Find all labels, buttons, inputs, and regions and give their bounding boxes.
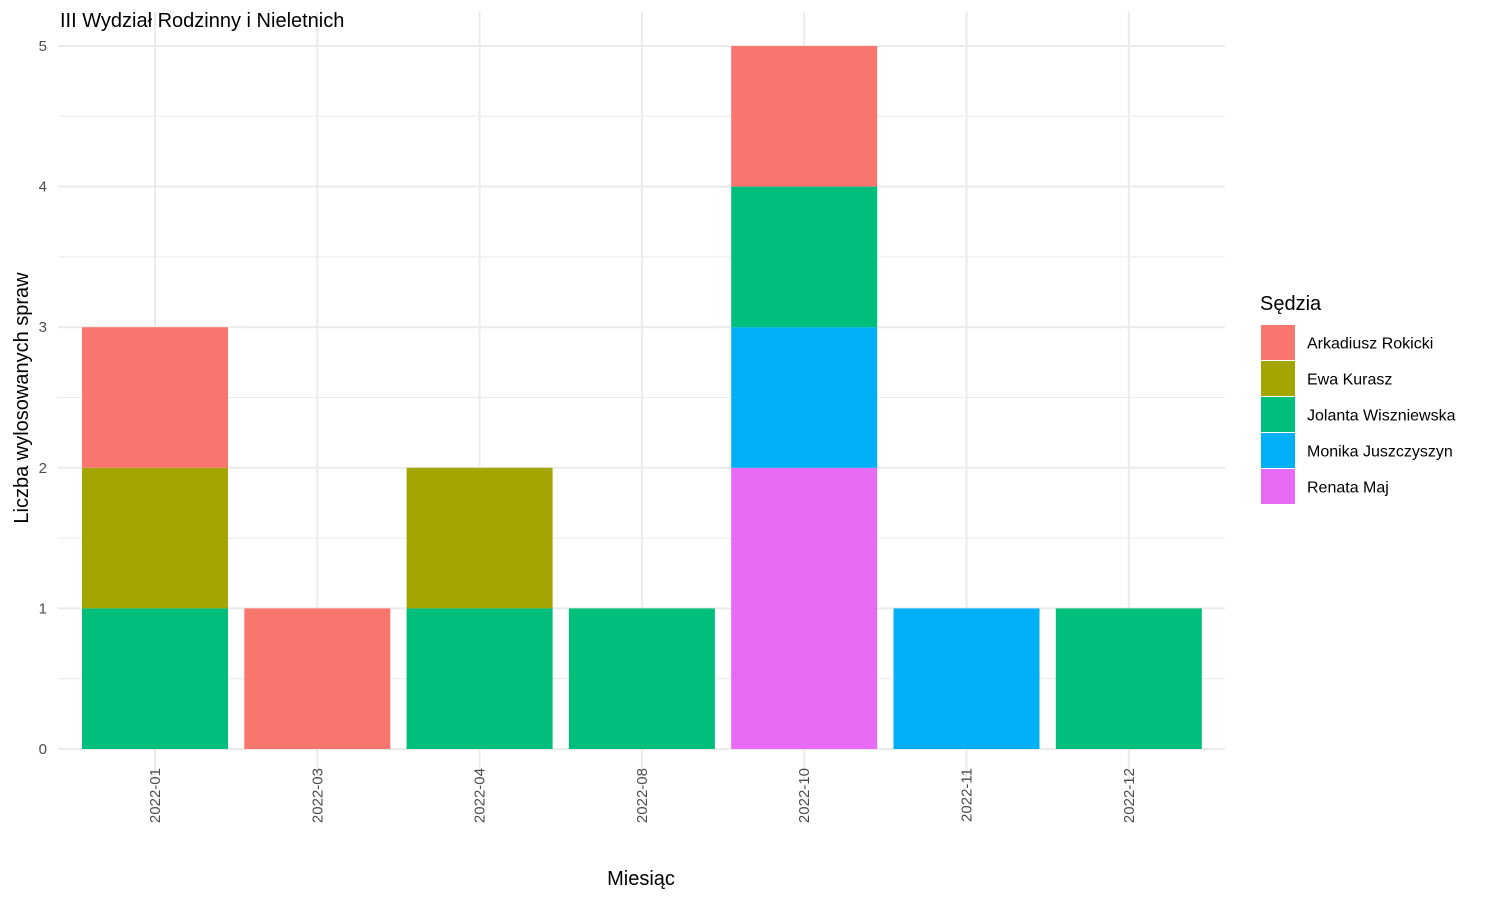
legend-label: Arkadiusz Rokicki <box>1307 336 1433 353</box>
y-tick-label: 4 <box>39 179 47 196</box>
x-tick-label: 2022-12 <box>1121 768 1138 823</box>
x-axis-title: Miesiąc <box>607 868 675 890</box>
legend-item: Ewa Kurasz <box>1261 361 1392 396</box>
x-tick-label: 2022-08 <box>634 768 651 823</box>
legend-label: Ewa Kurasz <box>1307 372 1392 389</box>
legend-label: Monika Juszczyszyn <box>1307 444 1453 461</box>
legend-label: Renata Maj <box>1307 480 1389 497</box>
y-tick-label: 5 <box>39 38 47 55</box>
bar-segment <box>82 327 228 468</box>
bar-segment <box>1055 608 1202 749</box>
bar-segment <box>893 608 1040 749</box>
bar-segment <box>731 327 878 468</box>
bar-segment <box>406 608 553 749</box>
bar-segment <box>731 186 878 328</box>
x-tick-label: 2022-11 <box>959 768 976 822</box>
legend-swatch <box>1261 397 1295 432</box>
bar-segment <box>82 467 228 609</box>
legend-item: Jolanta Wiszniewska <box>1261 397 1456 432</box>
y-axis-ticks: 0 1 2 3 4 5 <box>39 38 47 758</box>
legend-swatch <box>1261 469 1295 504</box>
x-tick-label: 2022-04 <box>472 768 489 823</box>
legend-items: Arkadiusz Rokicki Ewa Kurasz Jolanta Wiszn… <box>1261 325 1456 504</box>
bar-segment <box>244 608 391 749</box>
legend-label: Jolanta Wiszniewska <box>1307 408 1456 425</box>
y-tick-label: 2 <box>39 460 47 477</box>
bars <box>82 46 1202 749</box>
legend-swatch <box>1261 433 1295 468</box>
legend-item: Arkadiusz Rokicki <box>1261 325 1433 360</box>
bar-segment <box>82 608 228 749</box>
y-tick-label: 1 <box>39 600 47 617</box>
x-tick-label: 2022-01 <box>147 768 164 823</box>
y-tick-label: 0 <box>39 741 47 758</box>
x-axis-ticks: 2022-01 2022-03 2022-04 2022-08 2022-10 2022-… <box>147 768 1138 823</box>
x-tick-label: 2022-10 <box>796 768 813 823</box>
legend: Sędzia Arkadiusz Rokicki Ewa Kurasz Jolant… <box>1260 293 1456 504</box>
x-tick-label: 2022-03 <box>309 768 326 823</box>
bar-segment <box>406 467 553 609</box>
bar-segment <box>731 467 878 749</box>
y-axis-title: Liczba wylosowanych spraw <box>11 272 33 524</box>
bar-segment <box>731 46 878 187</box>
legend-item: Monika Juszczyszyn <box>1261 433 1453 468</box>
legend-swatch <box>1261 361 1295 396</box>
legend-item: Renata Maj <box>1261 469 1389 504</box>
bar-segment <box>568 608 715 749</box>
legend-title: Sędzia <box>1260 293 1322 315</box>
y-tick-label: 3 <box>39 319 47 336</box>
legend-swatch <box>1261 325 1295 360</box>
chart-title: III Wydział Rodzinny i Nieletnich <box>60 10 344 32</box>
